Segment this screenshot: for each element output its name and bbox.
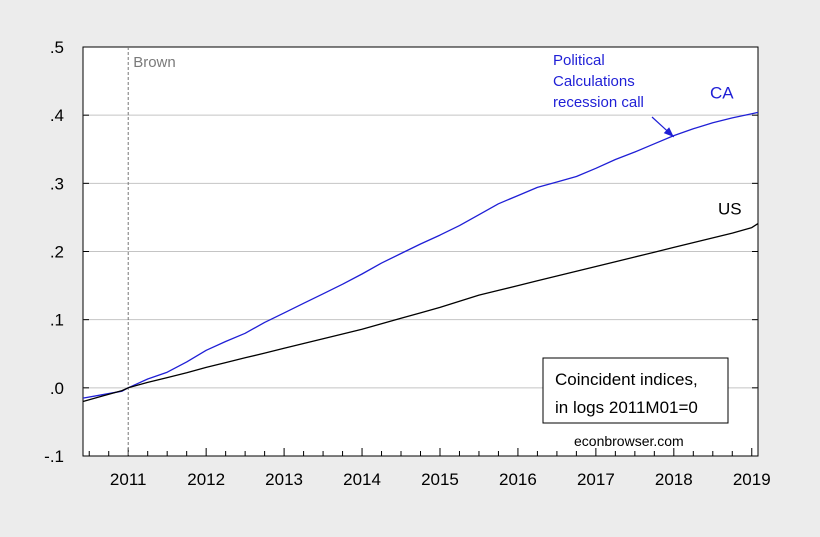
recession-call-line-2: Calculations: [553, 73, 635, 90]
series-group: [82, 111, 759, 403]
recession-call-arrow-head: [663, 127, 674, 137]
x-tick-label: 2015: [421, 470, 459, 489]
y-axis: -.1 .0 .1 .2 .3 .4 .5: [44, 38, 758, 466]
y-tick-label: .0: [50, 379, 64, 398]
legend-box: Coincident indices, in logs 2011M01=0: [542, 357, 729, 424]
y-tick-label: .3: [50, 174, 64, 193]
recession-call-line-1: Political: [553, 52, 605, 69]
x-tick-label: 2012: [187, 470, 225, 489]
y-tick-label: .2: [50, 243, 64, 262]
x-axis: 2011 2012 2013 2014 2015 2016 2017 2018 2019: [88, 448, 771, 489]
legend-box-line-1: Coincident indices,: [555, 370, 698, 389]
x-tick-label: 2019: [733, 470, 771, 489]
x-tick-label: 2013: [265, 470, 303, 489]
series-line-us: [82, 223, 759, 403]
legend-box-frame: [542, 357, 729, 424]
x-tick-label: 2016: [499, 470, 537, 489]
grid-lines: [83, 114, 758, 389]
y-tick-label: .1: [50, 311, 64, 330]
recession-call-line-3: recession call: [553, 94, 644, 111]
x-tick-label: 2017: [577, 470, 615, 489]
source-label: econbrowser.com: [574, 433, 684, 449]
recession-call-annotation: Political Calculations recession call: [553, 52, 675, 138]
y-tick-label: .4: [50, 106, 64, 125]
y-tick-label: .5: [50, 38, 64, 57]
x-tick-label: 2011: [110, 470, 147, 489]
ca-series-label: CA: [710, 83, 734, 102]
legend-box-line-2: in logs 2011M01=0: [555, 398, 698, 417]
us-series-label: US: [718, 200, 742, 219]
y-tick-label: -.1: [44, 447, 64, 466]
series-line-ca: [82, 111, 759, 399]
brown-label: Brown: [133, 54, 176, 71]
x-tick-label: 2014: [343, 470, 381, 489]
x-tick-label: 2018: [655, 470, 693, 489]
